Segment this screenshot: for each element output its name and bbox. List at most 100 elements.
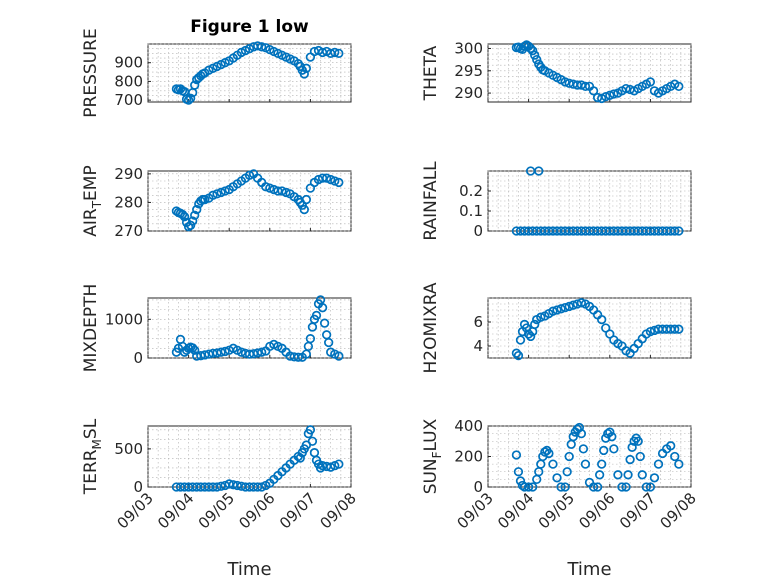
- data-point: [252, 41, 263, 51]
- y-axis-label: RAINFALL: [421, 161, 441, 241]
- y-tick-label: 800: [114, 72, 143, 90]
- x-tick-label: 09/08: [657, 489, 700, 532]
- data-point: [607, 432, 617, 442]
- data-point: [548, 306, 558, 316]
- x-tick-label: 09/06: [575, 489, 618, 532]
- data-point: [305, 425, 316, 435]
- data-point: [183, 95, 194, 105]
- data-point: [530, 319, 540, 330]
- y-tick-label: 0: [133, 478, 143, 496]
- data-point: [633, 436, 643, 446]
- x-tick-label: 09/07: [616, 489, 659, 532]
- data-point: [536, 312, 546, 322]
- data-point: [562, 467, 572, 477]
- data-point: [576, 428, 587, 439]
- y-tick-label: 4: [473, 337, 483, 355]
- data-point: [307, 436, 318, 446]
- data-point: [334, 177, 344, 188]
- data-point: [334, 459, 344, 469]
- data-point: [609, 444, 619, 454]
- data-point: [576, 298, 587, 308]
- y-tick-label: 295: [454, 62, 483, 80]
- y-axis-label: THETA: [421, 45, 441, 101]
- data-point: [580, 81, 591, 92]
- data-point: [637, 470, 647, 480]
- x-tick-label: 09/05: [195, 489, 238, 532]
- data-point: [196, 196, 206, 206]
- y-tick-label: 0: [473, 478, 483, 496]
- data-point: [645, 482, 656, 492]
- data-point: [216, 347, 226, 357]
- data-point: [674, 226, 684, 236]
- data-point: [601, 91, 611, 102]
- data-point: [200, 194, 210, 205]
- data-point: [220, 346, 230, 357]
- data-point: [257, 482, 267, 492]
- data-point: [674, 324, 684, 334]
- figure-title: Figure 1 low: [190, 17, 309, 37]
- subplot-4: 0 0.1 0.2 RAINFALL: [421, 161, 692, 241]
- x-axis-label: Time: [566, 559, 611, 580]
- data-point: [534, 166, 544, 176]
- data-point: [674, 81, 684, 92]
- data-point: [544, 448, 554, 459]
- data-point: [212, 189, 222, 199]
- y-tick-label: 0.2: [459, 182, 483, 200]
- x-tick-label: 09/06: [235, 489, 278, 532]
- y-tick-label: 280: [114, 193, 143, 211]
- data-point: [513, 350, 524, 361]
- data-point: [621, 83, 631, 94]
- data-point: [317, 303, 328, 313]
- data-point: [293, 352, 303, 362]
- data-point: [623, 470, 633, 480]
- x-tick-label: 09/07: [276, 489, 319, 532]
- x-tick-label: 09/05: [535, 489, 578, 532]
- data-point: [252, 348, 263, 358]
- data-point: [552, 473, 562, 483]
- data-point: [670, 226, 680, 236]
- data-point: [532, 54, 542, 65]
- subplot-3: 270 280 290 AIRTEMP: [81, 165, 352, 240]
- data-point: [540, 447, 550, 457]
- data-point: [670, 324, 680, 334]
- data-point: [515, 476, 526, 486]
- data-point: [635, 451, 645, 462]
- data-point: [578, 444, 589, 454]
- y-tick-label: 200: [454, 448, 483, 466]
- data-point: [625, 454, 635, 465]
- data-point: [605, 90, 615, 100]
- data-point: [601, 433, 611, 443]
- data-point: [564, 301, 574, 312]
- y-tick-label: 300: [454, 39, 483, 57]
- data-point: [670, 451, 680, 462]
- data-point: [179, 212, 190, 222]
- data-point: [621, 482, 631, 492]
- data-point: [295, 453, 305, 463]
- data-point: [595, 470, 605, 480]
- data-point: [216, 187, 226, 198]
- data-point: [568, 300, 578, 310]
- data-point: [513, 467, 524, 477]
- data-point: [599, 445, 609, 456]
- data-point: [613, 470, 623, 480]
- data-point: [326, 462, 336, 472]
- x-tick-label: 09/08: [317, 489, 360, 532]
- data-point: [588, 86, 599, 96]
- data-point: [528, 482, 538, 492]
- data-point: [560, 77, 570, 87]
- data-point: [523, 482, 534, 492]
- data-point: [666, 441, 676, 451]
- y-tick-label: 6: [473, 313, 483, 331]
- data-point: [528, 46, 538, 56]
- y-tick-label: 270: [114, 222, 143, 240]
- data-point: [190, 80, 200, 90]
- y-tick-label: 400: [454, 417, 483, 435]
- data-point: [301, 63, 311, 73]
- data-point: [511, 348, 522, 358]
- y-tick-label: 500: [114, 440, 143, 458]
- data-point: [330, 176, 340, 186]
- y-tick-label: 0.1: [459, 202, 483, 220]
